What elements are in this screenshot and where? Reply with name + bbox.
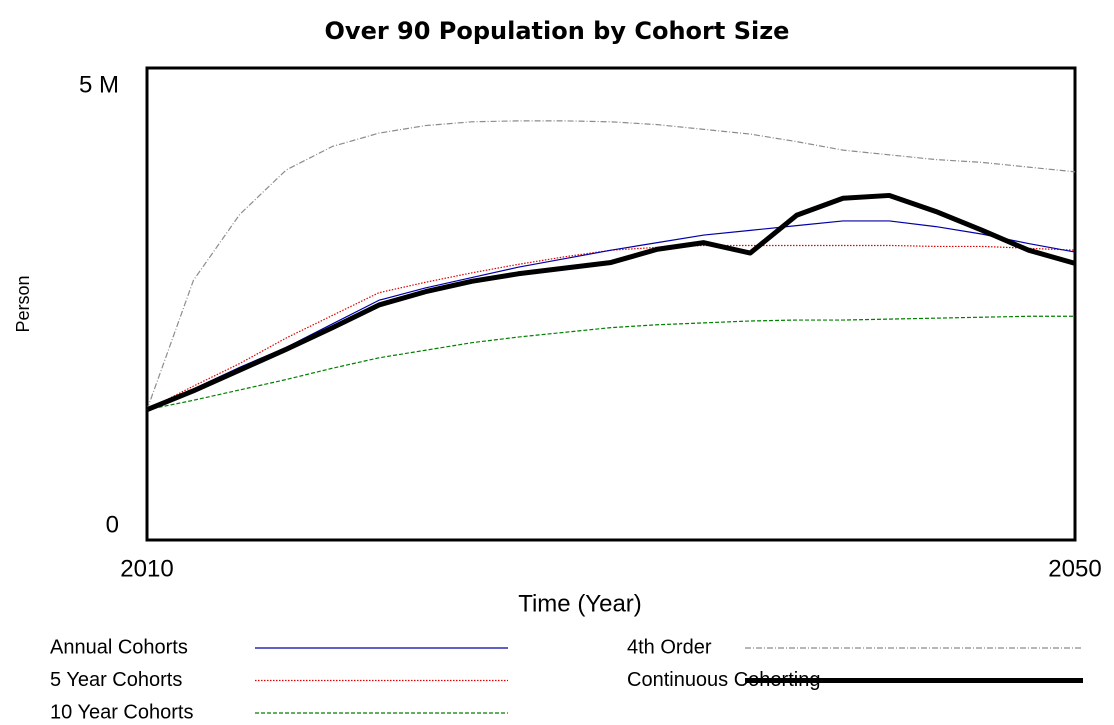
chart-title: Over 90 Population by Cohort Size: [325, 17, 790, 45]
x-tick-label: 2010: [120, 555, 173, 582]
y-tick-label: 5 M: [79, 71, 119, 98]
series-line: [146, 315, 1075, 411]
legend-label: 10 Year Cohorts: [50, 701, 193, 723]
x-axis-label: Time (Year): [518, 590, 642, 617]
series-line: [146, 220, 1076, 411]
legend-label: 5 Year Cohorts: [50, 669, 182, 691]
x-tick-label: 2050: [1048, 555, 1101, 582]
plot-frame: [145, 66, 1077, 542]
series-line: [146, 192, 1076, 413]
legend-label: Annual Cohorts: [50, 636, 188, 658]
legend-label: 4th Order: [627, 636, 712, 658]
series-line: [146, 120, 1076, 410]
y-tick-label: 0: [106, 511, 119, 538]
y-axis-label: Person: [13, 275, 33, 332]
legend-label: Continuous Cohorting: [627, 669, 820, 691]
